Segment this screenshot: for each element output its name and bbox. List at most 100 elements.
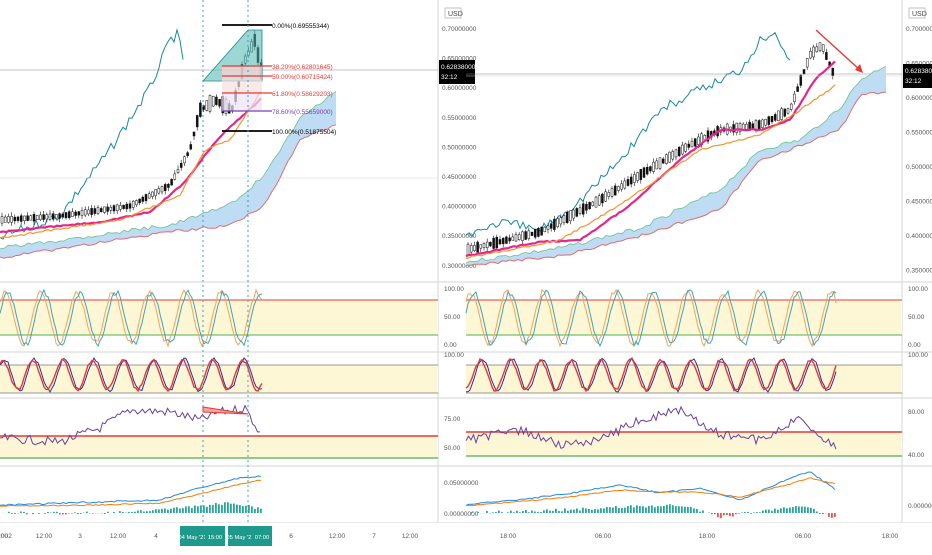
candle-body [624, 181, 626, 188]
candle-body [129, 204, 131, 209]
candle-body [589, 202, 591, 208]
candle-body [100, 208, 102, 211]
macd-histogram-bar [242, 506, 244, 513]
candle-body [17, 217, 19, 221]
macd-histogram-bar [570, 510, 572, 513]
macd-histogram-bar [257, 507, 259, 513]
macd-histogram-bar [152, 510, 154, 513]
macd-histogram-bar [564, 508, 566, 513]
candle-body [550, 224, 552, 229]
time-axis-label: 18:00 [0, 533, 9, 540]
candle-body [480, 245, 482, 249]
candle-body [215, 97, 217, 105]
macd-histogram-bar [807, 507, 809, 513]
macd-histogram-bar [11, 513, 13, 514]
fib-level-label: 50.00%(0.60715424) [272, 74, 333, 81]
candle-body [145, 194, 147, 200]
macd-histogram-bar [137, 510, 139, 513]
candle-body [649, 167, 651, 171]
price-axis-label: 0.55000000 [442, 115, 477, 122]
macd-histogram-bar [233, 504, 235, 513]
macd-histogram-bar [801, 507, 803, 513]
candle-body [161, 186, 163, 191]
macd-histogram-bar [188, 506, 190, 513]
candle-body [627, 179, 629, 185]
macd-histogram-bar [546, 509, 548, 513]
macd-histogram-bar [471, 512, 473, 513]
fib-level-label: 0.00%(0.69555344) [272, 23, 329, 30]
candle-body [62, 214, 64, 217]
macd-histogram-bar [200, 505, 202, 513]
left-chart[interactable]: USD0.700000000.650000000.600000000.55000… [0, 0, 498, 550]
candle-body [643, 168, 645, 178]
candle-body [605, 192, 607, 201]
candle-body [797, 87, 799, 92]
candle-body [199, 103, 201, 117]
candle-body [171, 179, 173, 185]
candle-body [148, 194, 150, 198]
macd-histogram-bar [594, 509, 596, 513]
candle-body [4, 217, 6, 222]
stoch-band [0, 300, 438, 335]
macd-histogram-bar [47, 512, 49, 513]
macd-histogram-bar [122, 512, 124, 513]
candle-body [832, 68, 834, 76]
candle-body [139, 199, 141, 203]
candle-body [59, 214, 61, 219]
candle-body [94, 209, 96, 214]
candle-body [736, 123, 738, 133]
time-axis-label: 4 [154, 533, 158, 540]
time-axis-label: 18:00 [882, 533, 899, 540]
macd-histogram-bar [711, 513, 713, 514]
candle-body [119, 205, 121, 209]
macd-histogram-bar [486, 511, 488, 513]
candle-body [601, 194, 603, 203]
rsi-divergence-marker[interactable] [203, 407, 248, 414]
macd-histogram-bar [687, 507, 689, 513]
macd-histogram-bar [113, 512, 115, 513]
macd-histogram-bar [191, 508, 193, 513]
macd-histogram-bar [507, 512, 509, 513]
macd-histogram-bar [561, 511, 563, 513]
macd-histogram-bar [747, 512, 749, 513]
candle-body [534, 229, 536, 237]
macd-histogram-bar [131, 512, 133, 513]
macd-histogram-bar [717, 513, 719, 517]
candle-body [518, 234, 520, 239]
candle-body [123, 205, 125, 208]
macd-histogram-bar [624, 508, 626, 513]
candle-body [576, 208, 578, 216]
macd-histogram-bar [819, 513, 821, 514]
macd-histogram-bar [495, 512, 497, 513]
macd-histogram-bar [621, 508, 623, 513]
macd-histogram-bar [579, 511, 581, 513]
candle-body [528, 231, 530, 239]
candle-body [816, 47, 818, 52]
macd-histogram-bar [732, 513, 734, 516]
candle-body [212, 96, 214, 106]
candle-body [621, 184, 623, 189]
macd-histogram-bar [762, 511, 764, 513]
candle-body [777, 111, 779, 121]
candle-body [87, 210, 89, 214]
macd-histogram-bar [582, 508, 584, 513]
candle-body [183, 157, 185, 163]
candle-body [790, 104, 792, 109]
macd-histogram-bar [771, 511, 773, 513]
macd-histogram-bar [639, 506, 641, 513]
candle-body [691, 141, 693, 147]
macd-histogram-bar [254, 509, 256, 513]
time-highlight-label: 05 May '21 [226, 535, 254, 541]
candle-body [553, 219, 555, 230]
candle-body [768, 117, 770, 125]
candle-body [585, 204, 587, 210]
candle-body [800, 75, 802, 85]
macd-histogram-bar [513, 512, 515, 513]
price-axis-label: 0.45000000 [442, 174, 477, 181]
macd-histogram-bar [798, 506, 800, 513]
candle-body [669, 152, 671, 162]
candle-body [71, 212, 73, 217]
macd-histogram-bar [221, 505, 223, 513]
candle-body [579, 208, 581, 214]
candle-body [502, 238, 504, 244]
